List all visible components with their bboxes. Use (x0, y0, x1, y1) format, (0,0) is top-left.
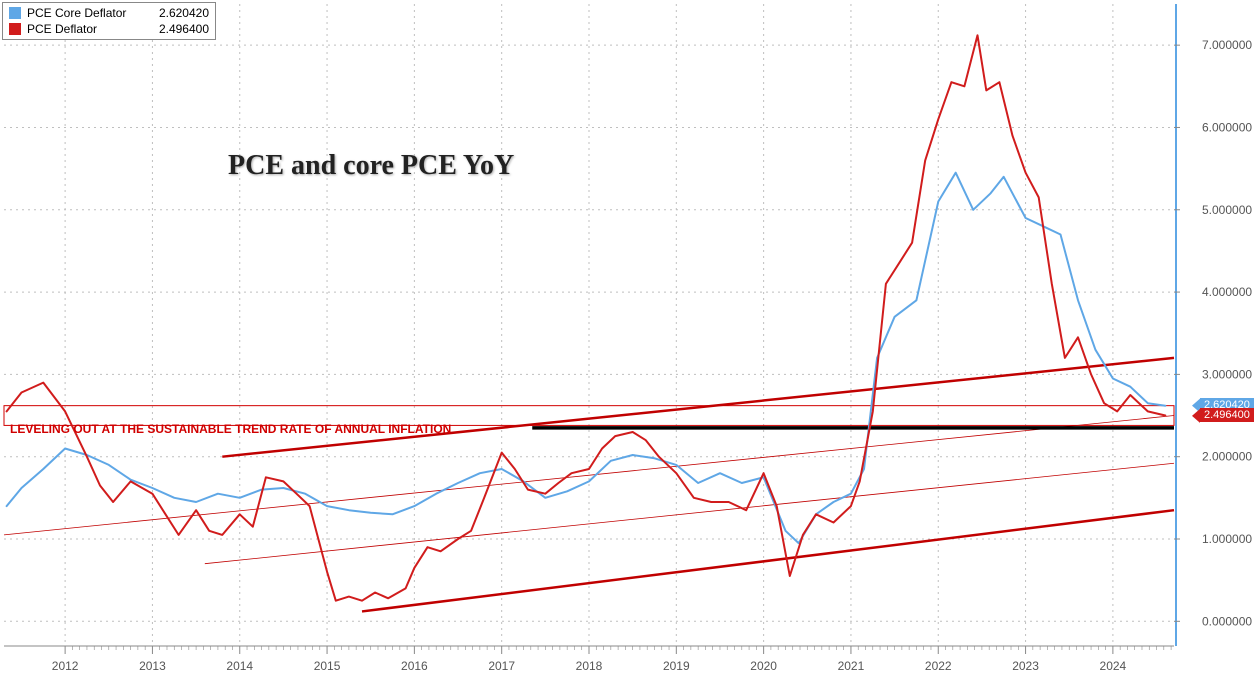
legend-name-core: PCE Core Deflator (27, 5, 137, 21)
chart-svg: 0.000000 1.000000 2.000000 3.000000 4.000000… (0, 0, 1256, 681)
x-tick-label: 2024 (1100, 659, 1127, 673)
upper-channel-red (222, 358, 1174, 457)
y-tick-label: 6.000000 (1202, 120, 1252, 134)
y-tick-label: 4.000000 (1202, 285, 1252, 299)
legend-swatch-headline (9, 23, 21, 35)
flag-headline-pointer (1192, 409, 1200, 423)
legend-row-headline: PCE Deflator 2.496400 (9, 21, 209, 37)
chart-container: 0.000000 1.000000 2.000000 3.000000 4.000000… (0, 0, 1256, 681)
series-pce_headline (7, 35, 1166, 600)
x-tick-label: 2017 (488, 659, 515, 673)
legend-value-core: 2.620420 (143, 5, 209, 21)
x-tick-label: 2013 (139, 659, 166, 673)
x-tick-label: 2020 (750, 659, 777, 673)
x-tick-label: 2014 (226, 659, 253, 673)
legend-name-headline: PCE Deflator (27, 21, 137, 37)
y-tick-label: 3.000000 (1202, 367, 1252, 381)
lower-channel-red (362, 510, 1174, 611)
y-tick-label: 0.000000 (1202, 614, 1252, 628)
x-tick-label: 2022 (925, 659, 952, 673)
legend-swatch-core (9, 7, 21, 19)
value-flag-headline: 2.496400 (1200, 408, 1254, 422)
leveling-annotation: LEVELING OUT AT THE SUSTAINABLE TREND RA… (10, 422, 451, 436)
x-tick-label: 2023 (1012, 659, 1039, 673)
x-tick-label: 2016 (401, 659, 428, 673)
y-tick-label: 2.000000 (1202, 450, 1252, 464)
chart-title: PCE and core PCE YoY (228, 150, 514, 182)
legend-row-core: PCE Core Deflator 2.620420 (9, 5, 209, 21)
series-pce_core (7, 173, 1166, 543)
x-tick-label: 2015 (314, 659, 341, 673)
y-tick-label: 5.000000 (1202, 203, 1252, 217)
y-tick-label: 7.000000 (1202, 38, 1252, 52)
legend-value-headline: 2.496400 (143, 21, 209, 37)
x-tick-label: 2019 (663, 659, 690, 673)
x-tick-label: 2021 (838, 659, 865, 673)
y-tick-label: 1.000000 (1202, 532, 1252, 546)
legend-box: PCE Core Deflator 2.620420 PCE Deflator … (2, 2, 216, 40)
x-tick-label: 2012 (52, 659, 79, 673)
x-tick-label: 2018 (576, 659, 603, 673)
mid-channel-thin (205, 463, 1174, 563)
